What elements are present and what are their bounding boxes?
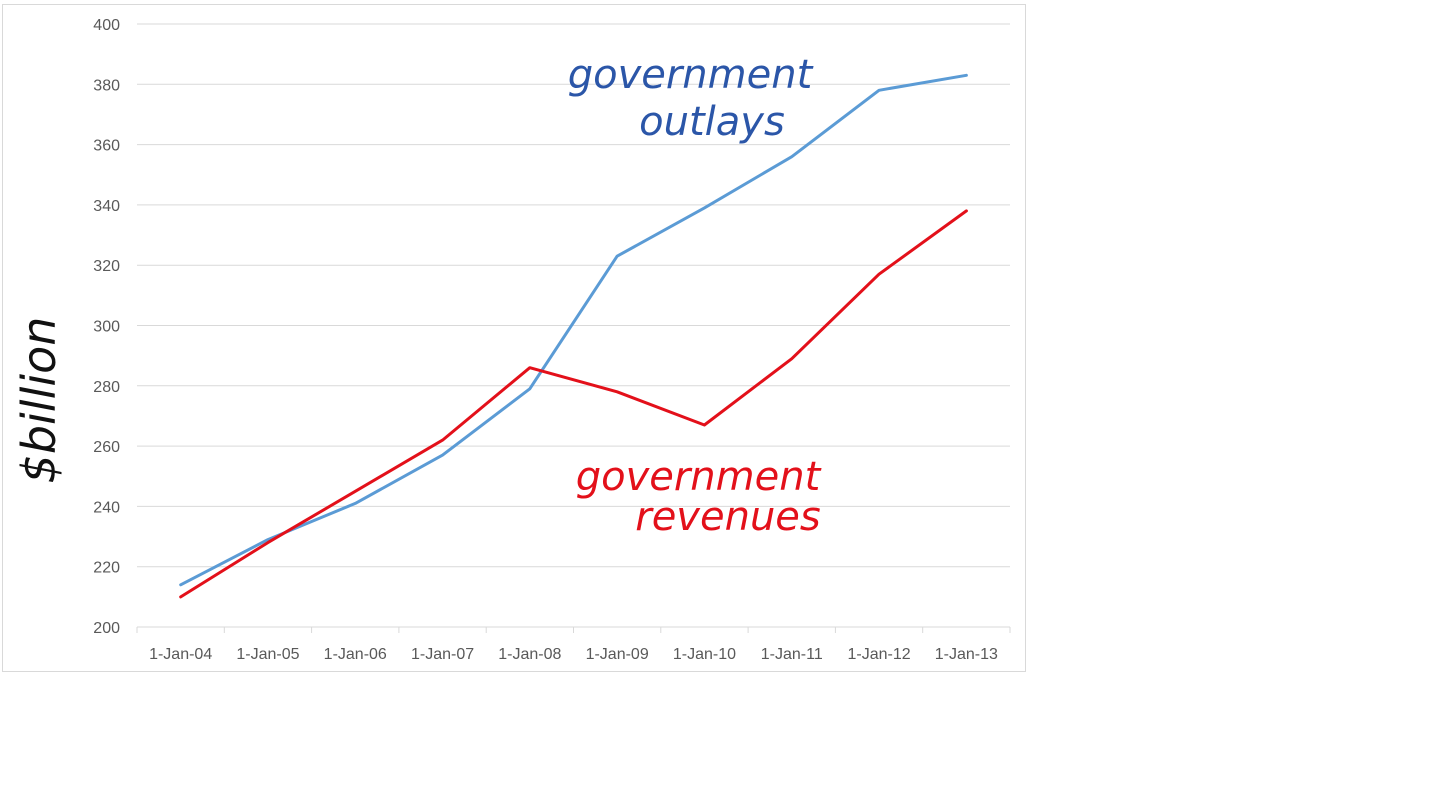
x-tick-label: 1-Jan-07 (411, 646, 474, 663)
x-tick-label: 1-Jan-13 (935, 646, 998, 663)
x-tick-label: 1-Jan-10 (673, 646, 736, 663)
y-tick-label: 380 (93, 77, 120, 94)
y-tick-label: 260 (93, 439, 120, 456)
y-tick-label: 280 (93, 379, 120, 396)
annotation-revenues-line2: revenues (635, 494, 821, 540)
annotation-outlays-line1: government (568, 52, 814, 98)
y-tick-label: 240 (93, 499, 120, 516)
y-tick-label: 360 (93, 138, 120, 155)
annotation-outlays-line2: outlays (639, 99, 785, 145)
y-tick-label: 340 (93, 198, 120, 215)
y-tick-label: 200 (93, 620, 120, 637)
y-tick-label: 300 (93, 319, 120, 336)
chart-frame (2, 4, 1026, 672)
y-axis-ticks: 200 220 240 260 280 300 320 340 360 380 400 (93, 17, 120, 637)
x-tick-label: 1-Jan-09 (586, 646, 649, 663)
series-line-outlays (179, 73, 968, 587)
annotation-outlays: government outlays (568, 52, 814, 145)
x-tick-label: 1-Jan-05 (236, 646, 299, 663)
gridlines (137, 23, 1010, 568)
y-tick-label: 320 (93, 258, 120, 275)
x-tick-label: 1-Jan-11 (761, 646, 823, 663)
y-axis-label: $billion (12, 317, 66, 484)
x-tick-label: 1-Jan-08 (498, 646, 561, 663)
x-tick-label: 1-Jan-06 (324, 646, 387, 663)
annotation-revenues: government revenues (576, 454, 822, 540)
y-tick-label: 400 (93, 17, 120, 34)
series-line-revenues (179, 209, 968, 599)
series-lines (179, 73, 968, 599)
y-tick-label: 220 (93, 560, 120, 577)
x-axis-ticks: 1-Jan-04 1-Jan-05 1-Jan-06 1-Jan-07 1-Jan-08… (136, 627, 1011, 663)
x-tick-label: 1-Jan-12 (847, 646, 910, 663)
annotation-revenues-line1: government (576, 454, 822, 500)
x-tick-label: 1-Jan-04 (149, 646, 212, 663)
